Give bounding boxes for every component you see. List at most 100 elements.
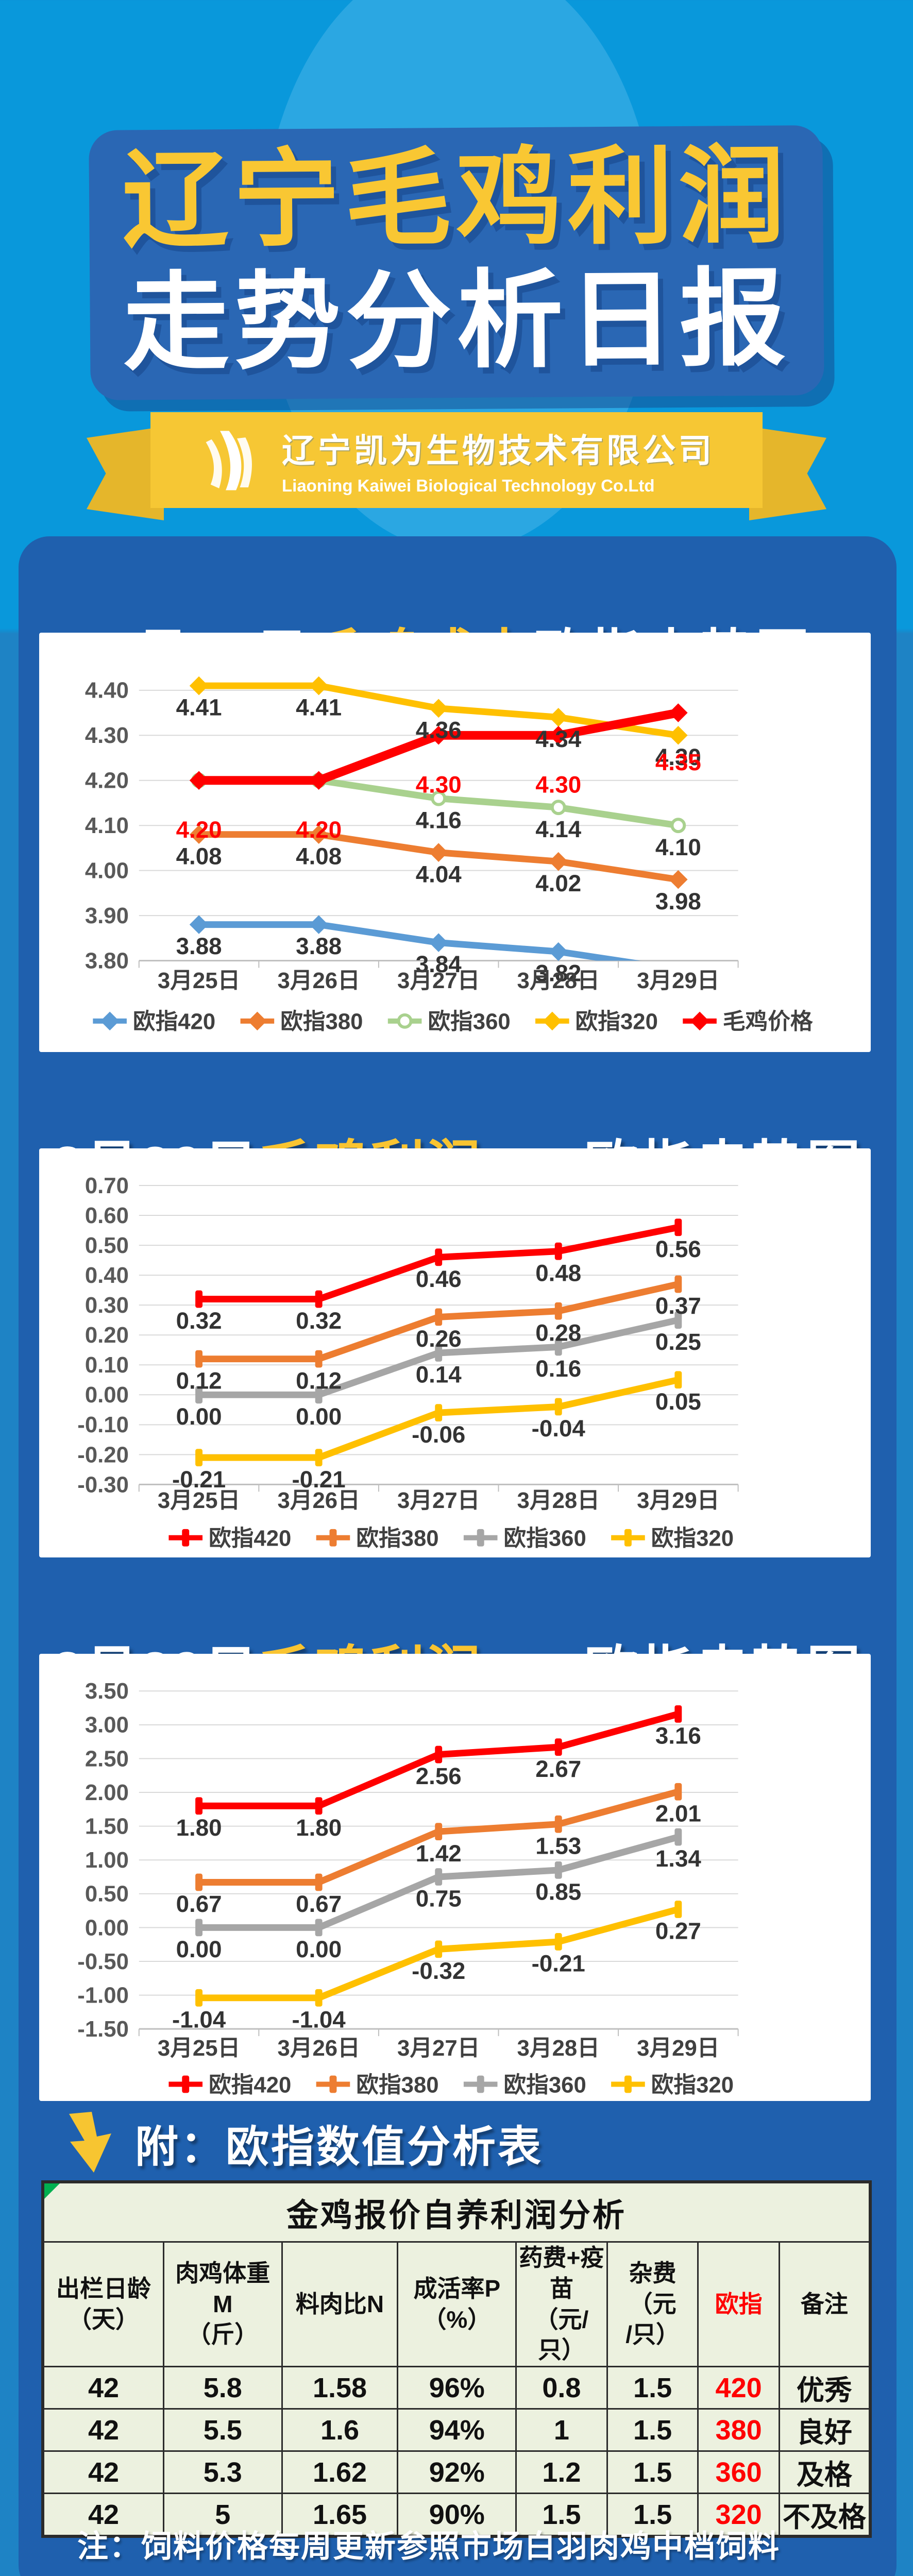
svg-text:3月29日: 3月29日 <box>637 968 719 993</box>
marker-bar <box>315 1797 323 1815</box>
data-label: 0.25 <box>655 1329 701 1355</box>
data-label: 4.08 <box>296 843 342 869</box>
svg-text:3月27日: 3月27日 <box>397 1488 480 1513</box>
table-cell: 0.8 <box>515 2366 608 2410</box>
corner-arrow-icon <box>69 2112 111 2173</box>
data-label: -1.04 <box>172 2006 226 2032</box>
svg-text:3月29日: 3月29日 <box>637 1488 719 1513</box>
table-cell: 1.58 <box>281 2366 399 2410</box>
svg-text:欧指320: 欧指320 <box>576 1009 658 1035</box>
legend-item: 欧指380 <box>316 1526 439 1551</box>
marker-bar <box>435 1344 443 1362</box>
table-header-cell: 成活率P （%） <box>397 2241 517 2368</box>
svg-text:4.00: 4.00 <box>85 858 129 884</box>
analysis-heading: 附：欧指数值分析表 <box>62 2112 543 2175</box>
svg-text:欧指380: 欧指380 <box>280 1009 363 1035</box>
marker-bar <box>195 1449 203 1467</box>
svg-text:2.50: 2.50 <box>85 1746 129 1771</box>
table-header-cell: 肉鸡体重M （斤） <box>162 2241 283 2368</box>
marker-diamond <box>429 843 448 862</box>
marker-bar <box>477 1529 484 1547</box>
table-cell: 及格 <box>778 2450 871 2495</box>
marker-bar <box>674 1901 682 1918</box>
svg-text:4.10: 4.10 <box>85 813 129 838</box>
data-label: 0.00 <box>176 1936 222 1962</box>
marker-circle <box>670 818 686 834</box>
table-header-cell: 出栏日龄 （天） <box>42 2241 164 2368</box>
marker-bar <box>195 1386 203 1404</box>
legend-item: 欧指420 <box>168 1526 291 1551</box>
table-cell: 5 <box>162 2493 283 2537</box>
svg-text:3月28日: 3月28日 <box>517 1488 600 1513</box>
data-label: 1.80 <box>296 1815 342 1841</box>
cost-chart: 4.40 4.30 4.20 4.10 4.00 3.90 3.80 3.88 3.88 3.84… <box>39 633 871 1052</box>
data-label: 3.88 <box>176 933 222 959</box>
svg-text:欧指320: 欧指320 <box>651 2072 734 2097</box>
marker-bar <box>315 1290 323 1308</box>
table-cell: 1 <box>515 2408 608 2452</box>
data-label: 4.02 <box>535 870 581 896</box>
svg-text:3月26日: 3月26日 <box>277 2036 360 2061</box>
marker-bar <box>674 1371 682 1389</box>
legend-item: 欧指320 <box>535 1009 658 1035</box>
marker-diamond <box>100 1011 120 1031</box>
table-cell: 优秀 <box>778 2366 871 2410</box>
legend-item: 欧指380 <box>316 2072 439 2097</box>
marker-bar <box>554 1242 562 1260</box>
svg-text:3.50: 3.50 <box>85 1679 129 1704</box>
marker-bar <box>554 1738 562 1756</box>
marker-diamond <box>189 915 209 934</box>
table-cell: 1.6 <box>281 2408 399 2452</box>
marker-bar <box>329 1529 337 1547</box>
data-label: 0.27 <box>655 1918 701 1944</box>
table-cell: 1.5 <box>606 2408 699 2452</box>
data-label: 0.14 <box>416 1362 462 1388</box>
table-cell: 42 <box>42 2493 164 2537</box>
marker-diamond <box>669 703 688 722</box>
marker-diamond <box>669 726 688 745</box>
marker-bar <box>554 1861 562 1879</box>
data-label: 0.00 <box>296 1936 342 1962</box>
svg-text:3月26日: 3月26日 <box>277 968 360 993</box>
data-label: -0.32 <box>412 1958 465 1984</box>
svg-text:0.70: 0.70 <box>85 1173 129 1198</box>
marker-bar <box>435 1868 443 1886</box>
svg-text:3月25日: 3月25日 <box>158 1488 240 1513</box>
table-row: 42 5.8 1.58 96% 0.8 1.5 420 优秀 <box>42 2366 871 2410</box>
marker-diamond <box>549 942 568 961</box>
svg-text:-0.10: -0.10 <box>77 1412 129 1437</box>
table-cell: 不及格 <box>778 2493 871 2537</box>
table-cell: 1.5 <box>515 2493 608 2537</box>
table-cell: 42 <box>42 2366 164 2410</box>
svg-text:欧指320: 欧指320 <box>651 1526 734 1551</box>
svg-text:4.20: 4.20 <box>85 768 129 793</box>
data-label: 3.84 <box>416 951 462 977</box>
data-label: 0.05 <box>655 1388 701 1415</box>
profit-per-jin-chart-svg: 0.70 0.60 0.50 0.40 0.30 0.20 0.10 0.00 -0.10 -0.… <box>77 1173 739 1551</box>
marker-bar <box>624 2075 632 2093</box>
marker-bar <box>182 2075 190 2093</box>
table-title: 金鸡报价自养利润分析 <box>42 2181 871 2243</box>
svg-text:0.00: 0.00 <box>85 1382 129 1408</box>
marker-bar <box>554 1398 562 1416</box>
ribbon-body: 辽宁凯为生物技术有限公司 Liaoning Kaiwei Biological … <box>150 412 763 508</box>
table-cell: 1.65 <box>281 2493 399 2537</box>
marker-diamond <box>429 933 448 952</box>
data-label: 4.36 <box>416 717 462 743</box>
table-cell: 42 <box>42 2408 164 2452</box>
company-name-cn: 辽宁凯为生物技术有限公司 <box>282 432 715 469</box>
marker-circle <box>431 790 447 806</box>
cost-chart-svg: 4.40 4.30 4.20 4.10 4.00 3.90 3.80 3.88 3.88 3.84… <box>85 676 814 1035</box>
data-label: 4.16 <box>416 807 462 833</box>
data-label: 4.14 <box>535 816 582 842</box>
data-label: 0.00 <box>176 1403 222 1430</box>
marker-bar <box>315 1873 323 1891</box>
marker-bar <box>674 1705 682 1723</box>
company-ribbon: 辽宁凯为生物技术有限公司 Liaoning Kaiwei Biological … <box>0 412 913 520</box>
data-label: 0.26 <box>416 1326 462 1352</box>
svg-text:0.10: 0.10 <box>85 1352 129 1378</box>
data-label: 4.30 <box>416 772 462 798</box>
data-label: 4.20 <box>296 817 342 843</box>
svg-text:0.20: 0.20 <box>85 1323 129 1348</box>
marker-bar <box>477 2075 484 2093</box>
